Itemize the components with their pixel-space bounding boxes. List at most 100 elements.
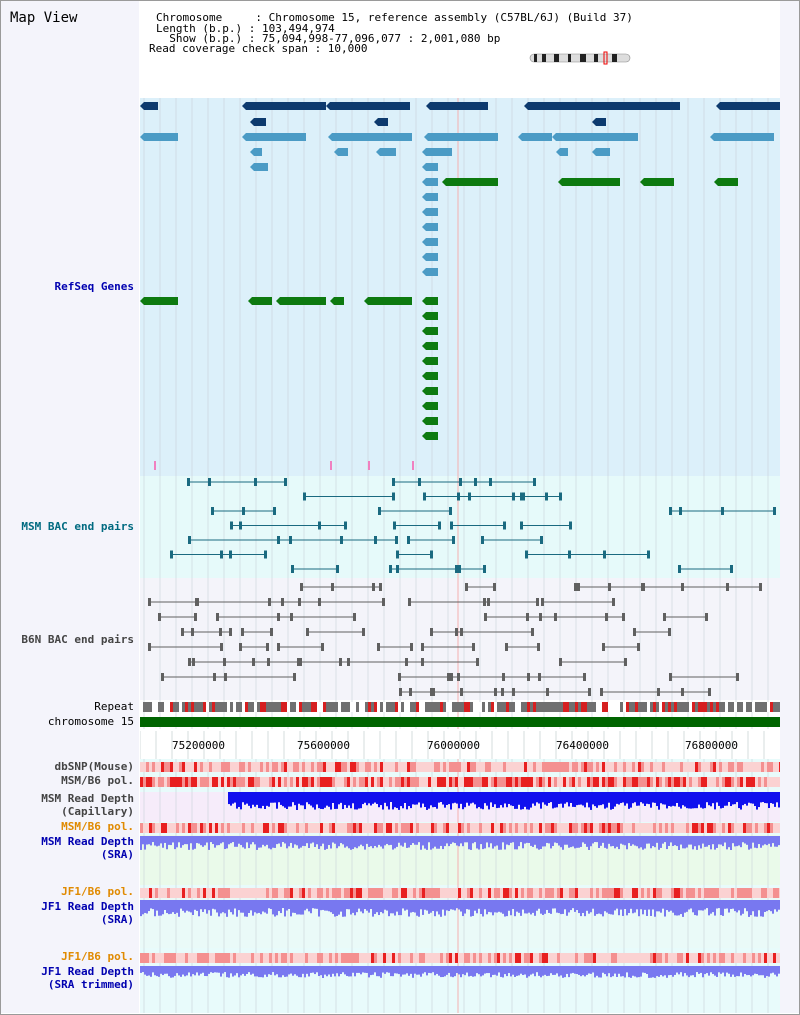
depth-bar	[572, 966, 574, 973]
depth-bar	[734, 836, 736, 847]
polymorphism-cell	[521, 777, 524, 787]
track-label-dbsnp[interactable]: dbSNP(Mouse)	[54, 760, 134, 773]
depth-bar	[324, 900, 326, 911]
track-label-msm-b6-pol-sra[interactable]: MSM/B6 pol.	[61, 820, 134, 833]
depth-bar	[634, 792, 636, 803]
depth-bar	[150, 836, 152, 846]
bac-end	[721, 507, 724, 515]
depth-bar	[624, 966, 626, 978]
polymorphism-cell	[485, 777, 488, 787]
polymorphism-cell	[242, 888, 245, 898]
polymorphism-cell	[251, 823, 254, 833]
refseq-gene	[338, 148, 348, 156]
depth-bar	[302, 966, 304, 974]
depth-bar	[674, 792, 676, 807]
depth-bar	[650, 966, 652, 978]
track-label-repeat[interactable]: Repeat	[94, 700, 134, 713]
polymorphism-cell	[767, 888, 770, 898]
depth-bar	[530, 966, 532, 975]
genome-track-canvas[interactable]	[140, 0, 780, 1015]
bac-end	[211, 507, 214, 515]
depth-bar	[368, 966, 370, 978]
polymorphism-cell	[641, 762, 644, 772]
polymorphism-cell	[578, 953, 581, 963]
depth-bar	[334, 836, 336, 844]
polymorphism-cell	[578, 823, 581, 833]
depth-bar	[532, 792, 534, 804]
depth-bar	[506, 900, 508, 917]
polymorphism-cell	[464, 823, 467, 833]
refseq-gene	[556, 133, 638, 141]
polymorphism-cell	[569, 953, 572, 963]
depth-bar	[360, 966, 362, 975]
depth-bar	[704, 792, 706, 809]
polymorphism-cell	[719, 762, 722, 772]
track-label-b6n-bac[interactable]: B6N BAC end pairs	[21, 633, 134, 646]
polymorphism-cell	[212, 888, 215, 898]
refseq-tick	[330, 461, 332, 470]
polymorphism-cell	[572, 953, 575, 963]
depth-bar	[352, 900, 354, 913]
polymorphism-cell	[362, 762, 365, 772]
polymorphism-cell	[773, 823, 776, 833]
polymorphism-cell	[734, 823, 737, 833]
polymorphism-cell	[209, 953, 212, 963]
track-label-msm-depth-cap[interactable]: MSM Read Depth	[41, 792, 134, 805]
polymorphism-cell	[461, 953, 464, 963]
track-label-jf1-depth[interactable]: JF1 Read Depth	[41, 900, 134, 913]
depth-bar	[708, 966, 710, 976]
refseq-gene	[428, 133, 498, 141]
depth-bar	[342, 836, 344, 845]
depth-bar	[770, 836, 772, 847]
polymorphism-cell	[560, 823, 563, 833]
depth-bar	[532, 900, 534, 913]
polymorphism-cell	[257, 777, 260, 787]
depth-bar	[230, 966, 232, 974]
depth-bar	[392, 792, 394, 810]
depth-bar	[210, 966, 212, 973]
depth-bar	[208, 966, 210, 974]
track-label-msm-depth-sra[interactable]: MSM Read Depth	[41, 835, 134, 848]
depth-bar	[700, 966, 702, 973]
chromosome-ideogram[interactable]	[528, 51, 634, 65]
polymorphism-cell	[668, 823, 671, 833]
polymorphism-cell	[353, 823, 356, 833]
track-label-chromosome[interactable]: chromosome 15	[47, 715, 134, 728]
depth-bar	[330, 792, 332, 810]
polymorphism-cell	[146, 953, 149, 963]
bac-end	[148, 598, 151, 606]
depth-bar	[420, 792, 422, 808]
depth-bar	[250, 792, 252, 809]
track-label-msm-bac[interactable]: MSM BAC end pairs	[21, 520, 134, 533]
bac-end	[525, 550, 528, 559]
depth-bar	[558, 966, 560, 977]
depth-bar	[328, 900, 330, 912]
depth-bar	[638, 836, 640, 849]
polymorphism-cell	[686, 888, 689, 898]
depth-bar	[526, 792, 528, 810]
polymorphism-cell	[170, 762, 173, 772]
polymorphism-cell	[503, 888, 506, 898]
polymorphism-cell	[152, 823, 155, 833]
depth-bar	[516, 836, 518, 850]
depth-bar	[554, 900, 556, 909]
depth-bar	[548, 792, 550, 804]
refseq-gene	[380, 148, 396, 156]
track-label-jf1-pol-trimmed[interactable]: JF1/B6 pol.	[61, 950, 134, 963]
polymorphism-cell	[716, 823, 719, 833]
depth-bar	[300, 966, 302, 978]
track-label-refseq[interactable]: RefSeq Genes	[54, 280, 134, 293]
depth-bar	[454, 836, 456, 844]
depth-bar	[546, 836, 548, 843]
depth-bar	[168, 836, 170, 845]
depth-bar	[338, 966, 340, 977]
depth-bar	[442, 836, 444, 850]
bac-end	[540, 536, 543, 544]
track-label-msm-b6-pol[interactable]: MSM/B6 pol.	[61, 774, 134, 787]
depth-bar	[716, 900, 718, 909]
depth-bar	[474, 792, 476, 805]
polymorphism-cell	[572, 777, 575, 787]
track-label-jf1-depth-trimmed[interactable]: JF1 Read Depth	[41, 965, 134, 978]
depth-bar	[190, 966, 192, 977]
track-label-jf1-pol[interactable]: JF1/B6 pol.	[61, 885, 134, 898]
